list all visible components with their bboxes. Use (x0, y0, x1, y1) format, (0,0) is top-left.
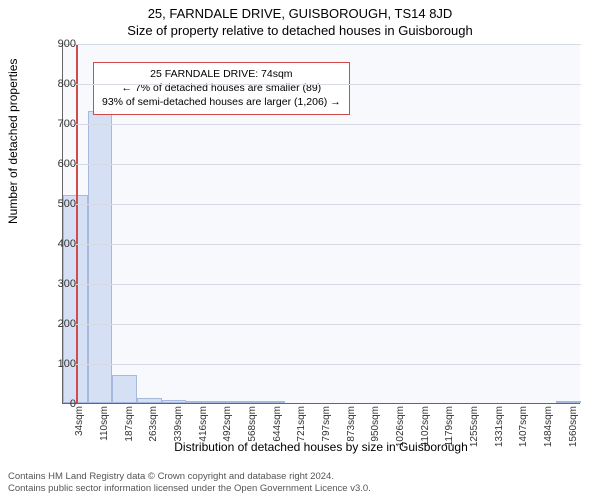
histogram-bar (186, 401, 211, 403)
gridline (63, 244, 581, 245)
gridline (63, 124, 581, 125)
x-tick-label: 339sqm (173, 406, 184, 442)
y-tick-label: 700 (42, 118, 76, 130)
plot-wrap: 25 FARNDALE DRIVE: 74sqm ← 7% of detache… (62, 44, 580, 404)
histogram-bar (260, 401, 285, 403)
gridline (63, 284, 581, 285)
gridline (63, 164, 581, 165)
x-tick-label: 263sqm (148, 406, 159, 442)
y-tick-label: 400 (42, 238, 76, 250)
histogram-bar (137, 398, 162, 403)
y-tick-label: 300 (42, 278, 76, 290)
histogram-bar (236, 401, 261, 403)
annotation-box: 25 FARNDALE DRIVE: 74sqm ← 7% of detache… (93, 62, 350, 115)
gridline (63, 324, 581, 325)
histogram-bar (211, 401, 236, 403)
footer: Contains HM Land Registry data © Crown c… (8, 471, 371, 494)
gridline (63, 364, 581, 365)
chart-subtitle: Size of property relative to detached ho… (0, 21, 600, 38)
y-tick-label: 500 (42, 198, 76, 210)
histogram-bar (88, 111, 113, 403)
x-tick-label: 873sqm (346, 406, 357, 442)
x-tick-label: 644sqm (272, 406, 283, 442)
y-tick-label: 0 (42, 398, 76, 410)
annotation-line-1: 25 FARNDALE DRIVE: 74sqm (102, 67, 341, 81)
x-axis-label: Distribution of detached houses by size … (62, 440, 580, 454)
x-tick-label: 721sqm (296, 406, 307, 442)
x-tick-label: 797sqm (321, 406, 332, 442)
y-axis-label: Number of detached properties (6, 59, 20, 224)
y-tick-label: 200 (42, 318, 76, 330)
histogram-bar (112, 375, 137, 403)
histogram-bar (63, 195, 88, 403)
histogram-bar (162, 400, 187, 403)
x-tick-label: 187sqm (124, 406, 135, 442)
gridline (63, 204, 581, 205)
x-tick-label: 950sqm (370, 406, 381, 442)
gridline (63, 44, 581, 45)
footer-line-2: Contains public sector information licen… (8, 483, 371, 494)
page-title: 25, FARNDALE DRIVE, GUISBOROUGH, TS14 8J… (0, 0, 600, 21)
y-tick-label: 800 (42, 78, 76, 90)
plot-area: 25 FARNDALE DRIVE: 74sqm ← 7% of detache… (62, 44, 580, 404)
y-tick-label: 100 (42, 358, 76, 370)
x-tick-label: 568sqm (247, 406, 258, 442)
y-tick-label: 900 (42, 38, 76, 50)
marker-line (76, 44, 78, 403)
annotation-line-3: 93% of semi-detached houses are larger (… (102, 95, 341, 109)
x-tick-label: 492sqm (222, 406, 233, 442)
x-tick-label: 110sqm (99, 406, 110, 441)
x-tick-label: 416sqm (198, 406, 209, 442)
y-tick-label: 600 (42, 158, 76, 170)
x-tick-label: 34sqm (74, 406, 85, 436)
gridline (63, 84, 581, 85)
chart-container: 25, FARNDALE DRIVE, GUISBOROUGH, TS14 8J… (0, 0, 600, 500)
histogram-bar (556, 401, 581, 403)
footer-line-1: Contains HM Land Registry data © Crown c… (8, 471, 371, 482)
